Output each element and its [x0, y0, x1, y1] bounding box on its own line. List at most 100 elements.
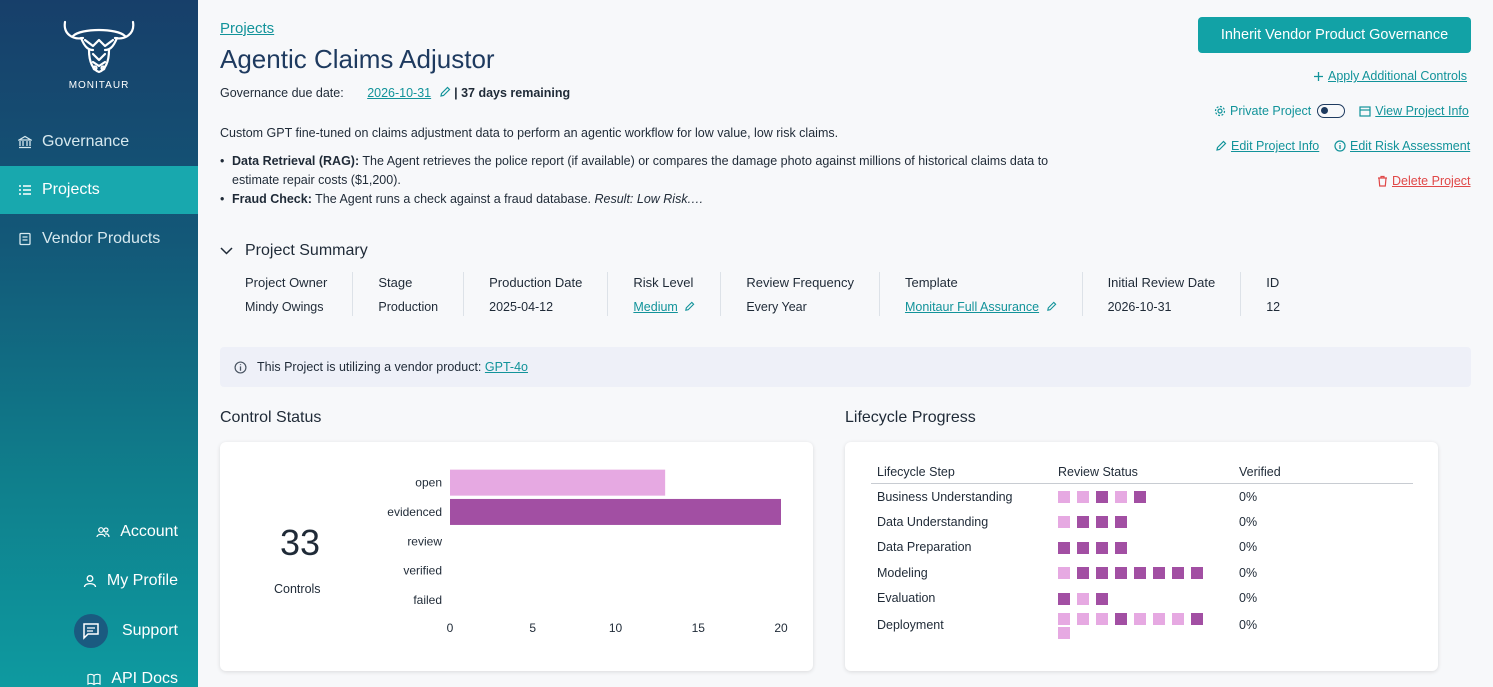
bullet-bold: Data Retrieval (RAG):	[232, 154, 360, 168]
x-tick-label: 15	[692, 621, 706, 635]
summary-label: Review Frequency	[746, 275, 854, 290]
edit-risk-action[interactable]: Edit Risk Assessment	[1334, 139, 1470, 153]
bullet-italic: Result: Low Risk.…	[594, 192, 704, 206]
column-header-verified: Verified	[1233, 462, 1413, 484]
bank-icon	[18, 135, 32, 149]
controls-total-label: Controls	[274, 582, 321, 596]
status-square[interactable]	[1096, 612, 1108, 625]
days-remaining: | 37 days remaining	[454, 86, 571, 100]
edit-risk-assessment-link[interactable]: Edit Risk Assessment	[1350, 139, 1471, 153]
status-square[interactable]	[1115, 612, 1127, 625]
risk-level-link[interactable]: Medium	[633, 300, 678, 314]
template-link[interactable]: Monitaur Full Assurance	[904, 300, 1040, 314]
status-square[interactable]	[1058, 567, 1070, 580]
bar-open[interactable]	[450, 469, 666, 496]
summary-value: 2026-10-31	[1107, 300, 1172, 314]
due-date-link[interactable]: 2026-10-31	[367, 86, 432, 100]
status-square[interactable]	[1058, 491, 1070, 504]
delete-project-action[interactable]: Delete Project	[1377, 174, 1471, 188]
status-square[interactable]	[1058, 541, 1070, 554]
review-status-cell	[1052, 560, 1233, 586]
project-summary-grid: Project Owner Mindy Owings Stage Product…	[220, 272, 1305, 316]
sidebar-item-label: Vendor Products	[42, 230, 161, 247]
status-square[interactable]	[1077, 612, 1089, 625]
list-item: Fraud Check: The Agent runs a check agai…	[220, 190, 1090, 209]
chevron-down-icon	[220, 242, 233, 260]
sidebar-item-governance[interactable]: Governance	[0, 118, 198, 166]
status-square[interactable]	[1058, 626, 1070, 639]
apply-controls-link[interactable]: Apply Additional Controls	[1328, 69, 1467, 83]
view-project-info-link[interactable]: View Project Info	[1375, 104, 1469, 118]
status-square[interactable]	[1077, 541, 1089, 554]
inherit-governance-button[interactable]: Inherit Vendor Product Governance	[1198, 17, 1471, 53]
status-square[interactable]	[1134, 612, 1146, 625]
status-square[interactable]	[1153, 612, 1165, 625]
status-square[interactable]	[1191, 567, 1203, 580]
status-square[interactable]	[1096, 491, 1108, 504]
table-row: Data Preparation 0%	[871, 535, 1413, 561]
logo[interactable]: MONITAUR	[0, 14, 198, 91]
brand-name: MONITAUR	[68, 80, 130, 91]
lifecycle-step: Business Understanding	[877, 489, 1013, 504]
breadcrumb-projects[interactable]: Projects	[220, 20, 275, 37]
verified-percent: 0%	[1239, 618, 1258, 632]
status-square[interactable]	[1096, 567, 1108, 580]
bullet-bold: Fraud Check:	[232, 192, 312, 206]
risk-level-value: Medium	[633, 300, 695, 315]
status-square[interactable]	[1172, 567, 1184, 580]
bar-evidenced[interactable]	[450, 498, 781, 525]
my-profile-label: My Profile	[106, 572, 178, 589]
status-square[interactable]	[1115, 491, 1127, 504]
review-status-cell	[1052, 611, 1233, 639]
support-link[interactable]: Support	[73, 614, 178, 648]
status-square[interactable]	[1077, 516, 1089, 529]
private-project-toggle[interactable]	[1317, 104, 1346, 118]
edit-project-info-link[interactable]: Edit Project Info	[1231, 139, 1320, 153]
account-link[interactable]: Account	[96, 523, 178, 541]
category-label: evidenced	[387, 505, 442, 519]
status-square[interactable]	[1096, 516, 1108, 529]
plus-icon	[1313, 71, 1324, 82]
category-label: open	[415, 476, 442, 490]
chat-icon	[73, 614, 108, 648]
status-square[interactable]	[1058, 612, 1070, 625]
delete-project-link[interactable]: Delete Project	[1392, 174, 1471, 188]
project-summary-toggle[interactable]: Project Summary	[220, 242, 368, 260]
lifecycle-step: Data Understanding	[877, 514, 989, 529]
sidebar-item-label: Governance	[42, 133, 130, 150]
status-square[interactable]	[1172, 612, 1184, 625]
status-square[interactable]	[1077, 567, 1089, 580]
status-square[interactable]	[1115, 567, 1127, 580]
sidebar-item-projects[interactable]: Projects	[0, 166, 198, 214]
status-square[interactable]	[1096, 592, 1108, 605]
summary-label: Template	[904, 275, 958, 290]
edit-due-date-icon[interactable]	[439, 86, 451, 101]
status-square[interactable]	[1115, 541, 1127, 554]
vendor-product-link[interactable]: GPT-4o	[484, 360, 528, 374]
status-square[interactable]	[1058, 516, 1070, 529]
edit-risk-pencil-icon[interactable]	[684, 301, 695, 315]
status-square[interactable]	[1058, 592, 1070, 605]
edit-project-info-action[interactable]: Edit Project Info	[1215, 139, 1319, 153]
category-label: failed	[413, 593, 442, 607]
api-docs-link[interactable]: API Docs	[87, 670, 178, 687]
review-status-cell	[1052, 535, 1233, 561]
status-square[interactable]	[1191, 612, 1203, 625]
open-book-icon	[87, 672, 101, 686]
apply-controls-action[interactable]: Apply Additional Controls	[1313, 69, 1467, 83]
status-square[interactable]	[1077, 592, 1089, 605]
review-status-cell	[1052, 586, 1233, 612]
status-square[interactable]	[1134, 567, 1146, 580]
status-square[interactable]	[1115, 516, 1127, 529]
x-tick-label: 5	[529, 621, 536, 635]
status-square[interactable]	[1153, 567, 1165, 580]
status-square[interactable]	[1077, 491, 1089, 504]
template-value: Monitaur Full Assurance	[905, 300, 1057, 315]
x-tick-label: 0	[447, 621, 454, 635]
summary-label: Risk Level	[633, 275, 694, 290]
status-square[interactable]	[1096, 541, 1108, 554]
status-square[interactable]	[1134, 491, 1146, 504]
edit-template-pencil-icon[interactable]	[1046, 301, 1057, 315]
sidebar-item-vendor-products[interactable]: Vendor Products	[0, 215, 198, 263]
my-profile-link[interactable]: My Profile	[83, 572, 178, 590]
